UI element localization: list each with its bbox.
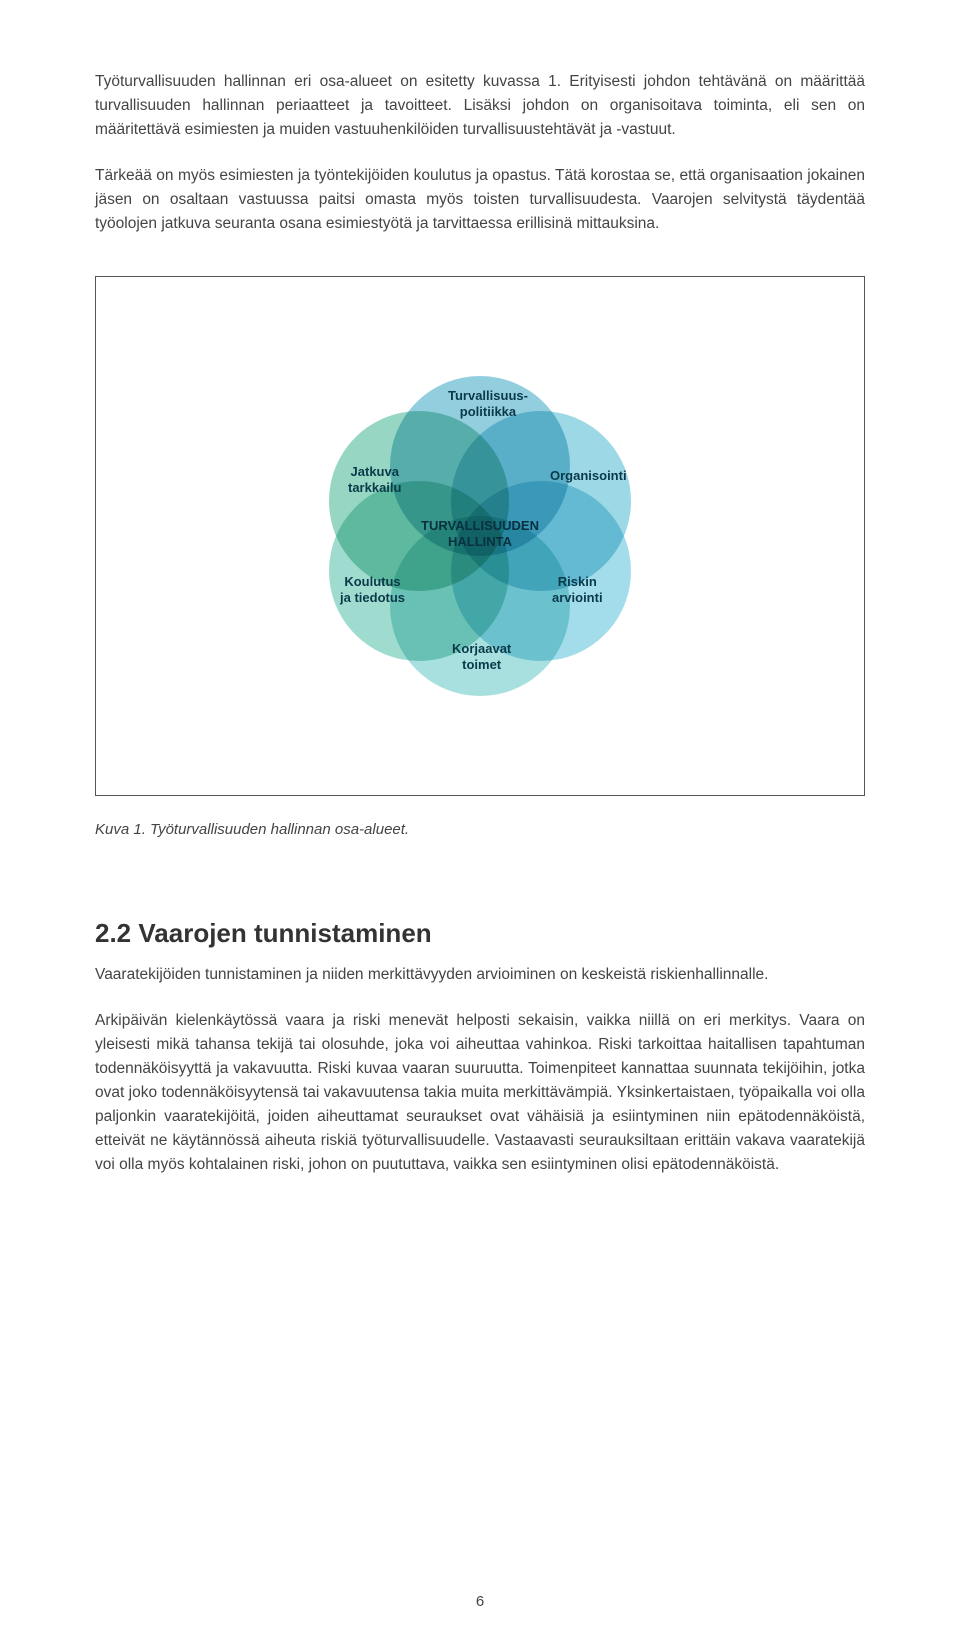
venn-label-4: Koulutus ja tiedotus [340, 574, 405, 605]
venn-label-1: Organisointi [550, 468, 627, 484]
venn-label-3: Korjaavat toimet [452, 641, 511, 672]
venn-label-5: Jatkuva tarkkailu [348, 464, 401, 495]
venn-label-2: Riskin arviointi [552, 574, 603, 605]
section-heading: 2.2 Vaarojen tunnistaminen [95, 918, 865, 949]
venn-diagram: TURVALLISUUDEN HALLINTA Turvallisuus- pol… [270, 326, 690, 746]
paragraph-4: Arkipäivän kielenkäytössä vaara ja riski… [95, 1009, 865, 1177]
venn-circle-5 [329, 411, 509, 591]
paragraph-3: Vaaratekijöiden tunnistaminen ja niiden … [95, 963, 865, 987]
venn-center-label: TURVALLISUUDEN HALLINTA [410, 518, 550, 551]
venn-diagram-box: TURVALLISUUDEN HALLINTA Turvallisuus- pol… [95, 276, 865, 796]
venn-label-0: Turvallisuus- politiikka [448, 388, 528, 419]
paragraph-1: Työturvallisuuden hallinnan eri osa-alue… [95, 70, 865, 142]
page-number: 6 [476, 1593, 484, 1610]
paragraph-2: Tärkeää on myös esimiesten ja työntekijö… [95, 164, 865, 236]
figure-caption: Kuva 1. Työturvallisuuden hallinnan osa-… [95, 821, 865, 838]
